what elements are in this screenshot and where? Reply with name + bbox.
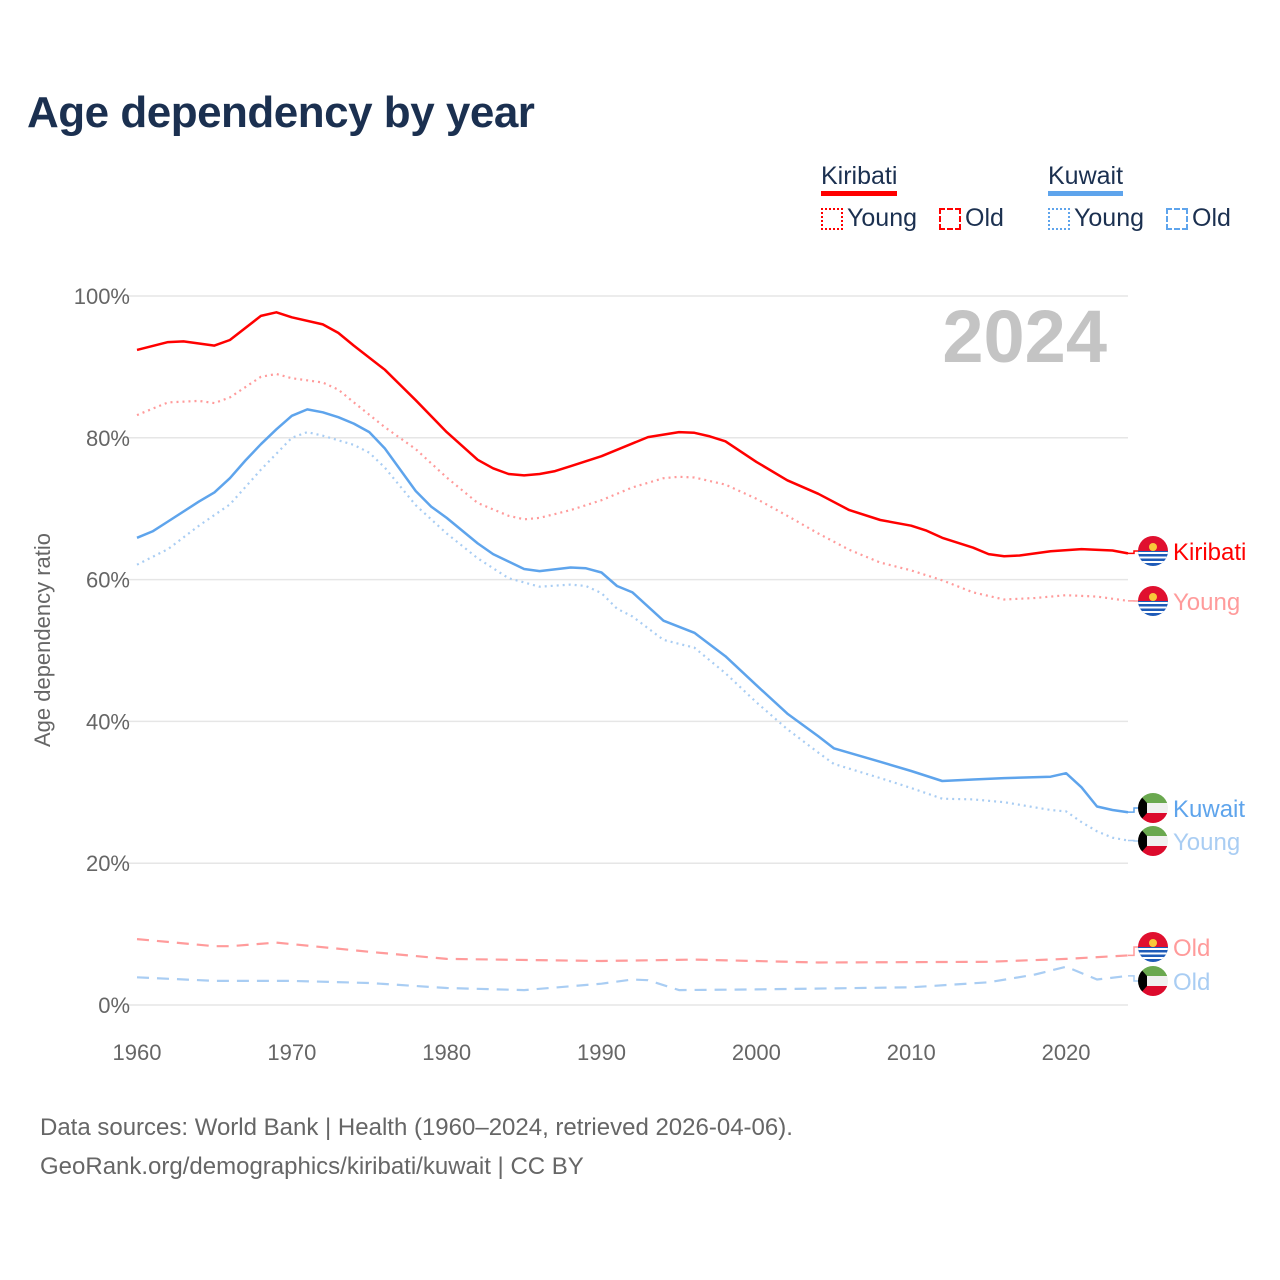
series-line-kuwait-old[interactable]: [136, 965, 1129, 992]
flag-kuwait-icon: [1138, 966, 1168, 996]
chart-title: Age dependency by year: [27, 88, 535, 137]
y-axis-label: Age dependency ratio: [30, 533, 55, 747]
y-tick-label: 40%: [86, 709, 130, 734]
legend-label: Old: [1192, 204, 1231, 232]
end-label: Young: [1173, 829, 1240, 856]
legend-kiribati-heading: Kiribati: [821, 162, 898, 196]
legend-kuwait-heading: Kuwait: [1048, 162, 1124, 196]
series-line-kiribati[interactable]: [136, 311, 1129, 558]
x-tick-label: 1980: [422, 1040, 471, 1065]
series-line-kuwait-young[interactable]: [136, 431, 1129, 842]
x-tick-label: 1990: [577, 1040, 626, 1065]
footer: Data sources: World Bank | Health (1960–…: [40, 1108, 793, 1186]
data-source-text: Data sources: World Bank | Health (1960–…: [40, 1114, 793, 1141]
end-label: Young: [1173, 589, 1240, 616]
flag-kuwait-icon: [1138, 826, 1168, 856]
dotted-swatch-icon: [1048, 207, 1070, 230]
source-link[interactable]: GeoRank.org/demographics/kiribati/kuwait…: [40, 1153, 584, 1180]
end-label: Kuwait: [1173, 796, 1245, 823]
x-tick-label: 2010: [887, 1040, 936, 1065]
end-label: Old: [1173, 969, 1210, 996]
series-line-kiribati-young[interactable]: [136, 372, 1129, 602]
x-tick-label: 2000: [732, 1040, 781, 1065]
label-connector: [1128, 550, 1140, 555]
x-tick-label: 1970: [267, 1040, 316, 1065]
year-watermark: 2024: [942, 295, 1107, 378]
label-connector: [1128, 946, 1140, 957]
y-tick-label: 60%: [86, 568, 130, 593]
end-label: Kiribati: [1173, 539, 1246, 566]
legend-kiribati-young[interactable]: Young: [821, 204, 917, 233]
legend-kiribati-old[interactable]: Old: [939, 204, 1004, 233]
y-tick-label: 20%: [86, 851, 130, 876]
legend-kiribati: Kiribati Young Old: [821, 162, 1020, 233]
label-connector: [1128, 975, 1140, 982]
legend-kuwait: Kuwait Young Old: [1048, 162, 1247, 233]
x-tick-label: 1960: [113, 1040, 162, 1065]
y-tick-label: 0%: [98, 993, 130, 1018]
flag-kuwait-icon: [1138, 793, 1168, 823]
legend-label: Old: [965, 204, 1004, 232]
legend-kuwait-young[interactable]: Young: [1048, 204, 1144, 233]
dashed-swatch-icon: [939, 207, 961, 230]
series-line-kuwait[interactable]: [136, 408, 1129, 814]
y-tick-label: 80%: [86, 426, 130, 451]
x-tick-label: 2020: [1042, 1040, 1091, 1065]
dotted-swatch-icon: [821, 207, 843, 230]
series-line-kiribati-old[interactable]: [136, 938, 1129, 964]
legend-label: Young: [1074, 204, 1144, 232]
legend-label: Young: [847, 204, 917, 232]
y-tick-label: 100%: [74, 284, 130, 309]
flag-kiribati-icon: [1138, 932, 1168, 962]
flag-kiribati-icon: [1138, 536, 1168, 566]
dashed-swatch-icon: [1166, 207, 1188, 230]
line-chart: 0% 20% 40% 60% 80% 100% 1960 1970 1980 1990 2000 20…: [30, 284, 1246, 1065]
end-label: Old: [1173, 935, 1210, 962]
label-connector: [1128, 807, 1140, 813]
flag-kiribati-icon: [1138, 586, 1168, 616]
legend-kuwait-old[interactable]: Old: [1166, 204, 1231, 233]
